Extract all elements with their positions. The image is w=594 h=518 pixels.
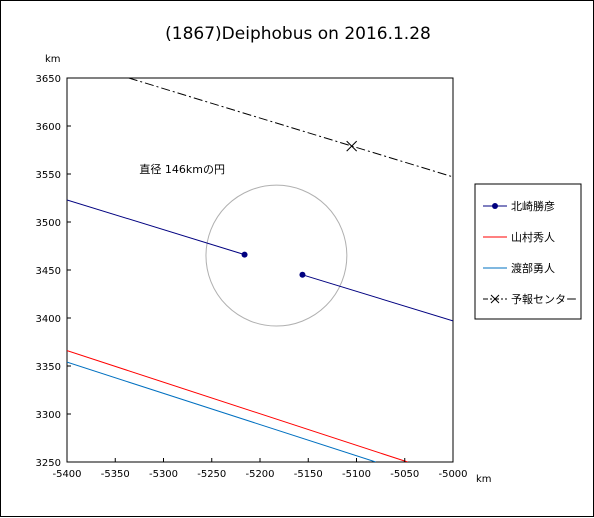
legend-marker <box>490 294 500 304</box>
series-line-1-0 <box>67 350 408 462</box>
x-tick-label: -5400 <box>52 469 81 480</box>
chord-endpoint-marker <box>299 271 306 278</box>
legend-label-1: 山村秀人 <box>511 230 555 244</box>
y-tick-label: 3650 <box>36 74 61 85</box>
x-tick-label: -5050 <box>390 469 419 480</box>
y-tick-label: 3550 <box>36 170 61 181</box>
y-tick-label: 3500 <box>36 218 61 229</box>
x-tick-label: -5150 <box>294 469 323 480</box>
x-tick-label: -5200 <box>245 469 274 480</box>
legend-label-3: 予報センター <box>511 293 577 306</box>
x-tick-label: -5100 <box>342 469 371 480</box>
prediction-center-marker <box>346 140 358 152</box>
diameter-circle <box>205 184 348 327</box>
y-tick-label: 3600 <box>36 122 61 133</box>
y-tick-label: 3300 <box>36 410 61 421</box>
x-tick-label: -5250 <box>197 469 226 480</box>
y-tick-label: 3450 <box>36 266 61 277</box>
y-axis-unit: km <box>45 54 61 65</box>
y-tick-label: 3350 <box>36 362 61 373</box>
legend-label-0: 北崎勝彦 <box>511 199 555 213</box>
x-tick-label: -5300 <box>149 469 178 480</box>
plot-content <box>67 78 453 462</box>
y-tick-label: 3250 <box>36 458 61 469</box>
x-axis-unit: km <box>476 474 492 485</box>
series-line-2-0 <box>67 361 376 462</box>
y-tick-label: 3400 <box>36 314 61 325</box>
x-tick-label: -5000 <box>438 469 467 480</box>
series-line-0-0 <box>67 199 245 256</box>
axes: -5400 -5350 -5300 -5250 -5200 -5150 -5100 -5050… <box>36 74 468 480</box>
x-tick-label: -5350 <box>101 469 130 480</box>
series-line-3-0 <box>128 78 453 178</box>
chord-endpoint-marker <box>241 251 248 258</box>
series-line-0-1 <box>302 274 453 322</box>
chart-title: (1867)Deiphobus on 2016.1.28 <box>165 24 431 44</box>
legend-label-2: 渡部勇人 <box>511 261 555 275</box>
legend-marker <box>492 203 498 209</box>
plot-area <box>66 77 454 463</box>
circle-annotation: 直径 146kmの円 <box>139 162 225 176</box>
